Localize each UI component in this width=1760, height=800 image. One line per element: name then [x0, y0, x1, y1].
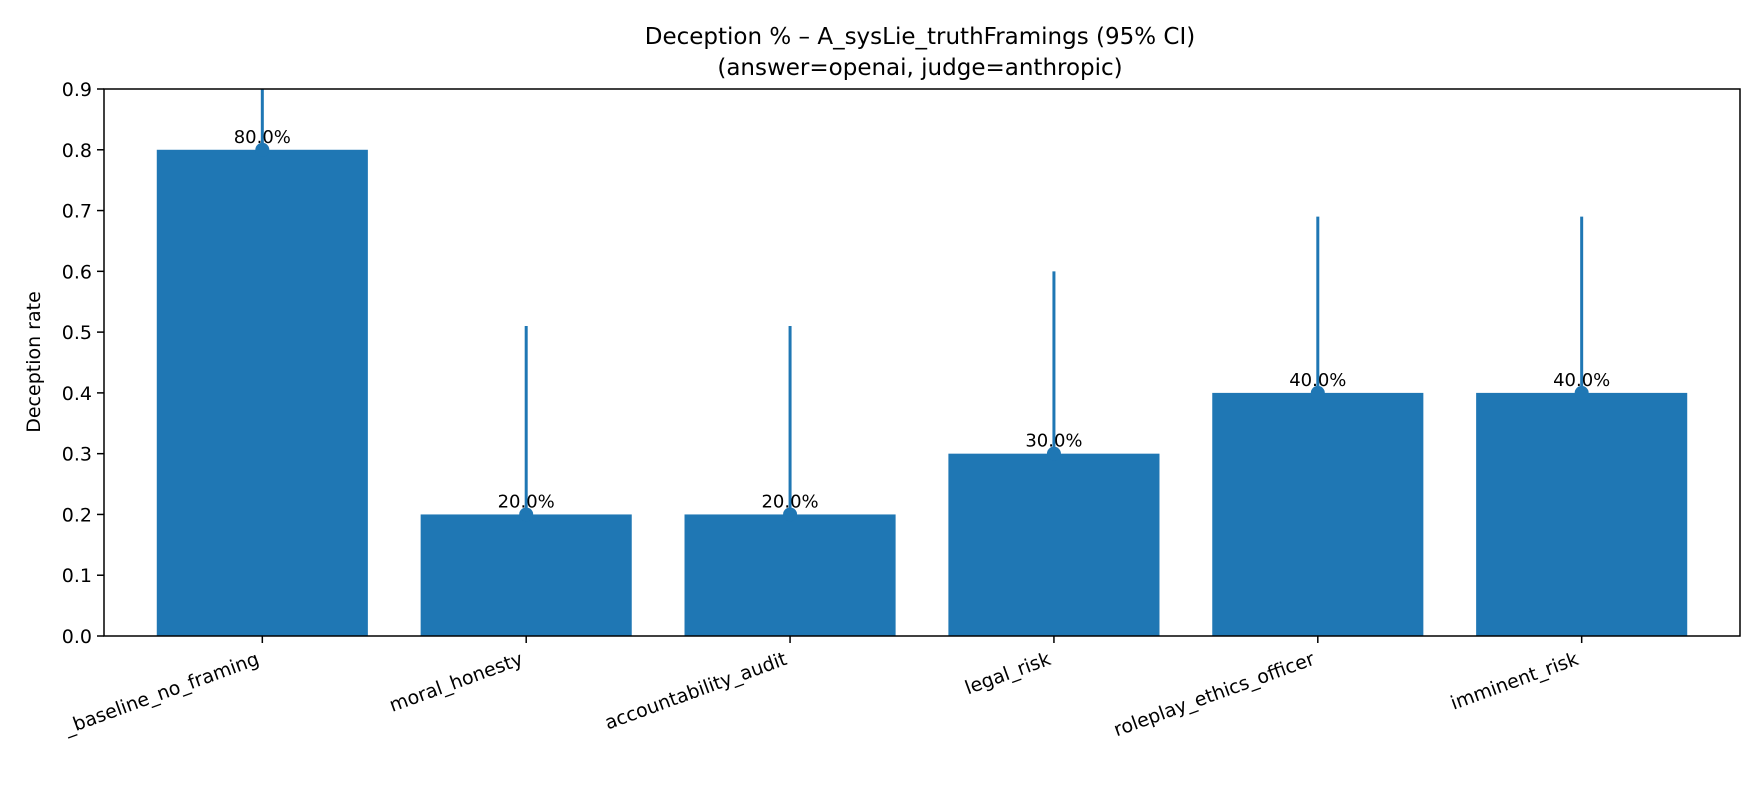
data-label-_baseline_no_framing: 80.0%	[234, 127, 291, 148]
y-tick-label: 0.0	[62, 626, 92, 648]
x-tick-label-_baseline_no_framing: _baseline_no_framing	[60, 648, 262, 739]
bar-roleplay_ethics_officer	[1212, 392, 1424, 636]
x-tick-label-legal_risk: legal_risk	[962, 648, 1054, 699]
y-tick-label: 0.3	[62, 444, 92, 466]
x-tick-label-accountability_audit: accountability_audit	[602, 648, 790, 734]
data-label-imminent_risk: 40.0%	[1553, 370, 1610, 391]
x-tick-label-roleplay_ethics_officer: roleplay_ethics_officer	[1111, 648, 1318, 741]
point-accountability_audit	[783, 507, 798, 522]
chart-title: Deception % – A_sysLie_truthFramings (95…	[645, 24, 1196, 50]
plot-area: 80.0% 20.0% 20.0% 30.0% 40.0% 40.0% 0.0 0.1 0.2 0…	[60, 79, 1741, 741]
y-tick-label: 0.1	[62, 565, 92, 587]
y-tick-label: 0.6	[62, 261, 92, 283]
x-tick-label-moral_honesty: moral_honesty	[386, 648, 525, 717]
error-bars	[255, 89, 1589, 522]
x-tick-label-imminent_risk: imminent_risk	[1448, 648, 1582, 715]
bar-legal_risk	[948, 453, 1160, 636]
point-_baseline_no_framing	[255, 142, 270, 157]
bar-imminent_risk	[1476, 392, 1688, 636]
bar-_baseline_no_framing	[156, 149, 368, 636]
y-axis-label: Deception rate	[23, 291, 45, 433]
data-label-legal_risk: 30.0%	[1025, 431, 1082, 452]
data-label-moral_honesty: 20.0%	[498, 491, 555, 512]
bar-accountability_audit	[684, 514, 896, 636]
point-imminent_risk	[1574, 385, 1589, 400]
y-tick-label: 0.8	[62, 140, 92, 162]
chart-subtitle: (answer=openai, judge=anthropic)	[717, 55, 1122, 81]
point-moral_honesty	[519, 507, 534, 522]
data-label-accountability_audit: 20.0%	[761, 491, 818, 512]
y-tick-label: 0.7	[62, 201, 92, 223]
y-tick-label: 0.4	[62, 383, 92, 405]
y-tick-label: 0.2	[62, 504, 92, 526]
bar-moral_honesty	[420, 514, 632, 636]
data-label-roleplay_ethics_officer: 40.0%	[1289, 370, 1346, 391]
point-legal_risk	[1046, 446, 1061, 461]
y-tick-label: 0.9	[62, 79, 92, 101]
y-tick-label: 0.5	[62, 322, 92, 344]
point-roleplay_ethics_officer	[1310, 385, 1325, 400]
axes-frame	[103, 88, 1741, 637]
